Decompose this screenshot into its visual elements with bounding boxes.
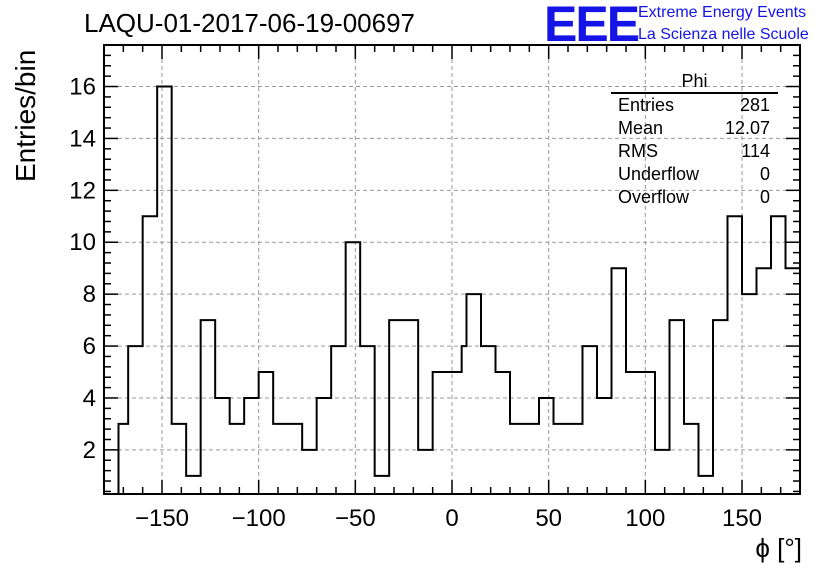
logo-line-2: La Scienza nelle Scuole	[638, 26, 809, 43]
histogram-bin	[143, 216, 158, 494]
x-tick-label: 0	[445, 505, 458, 532]
y-tick-label: 10	[69, 229, 96, 256]
histogram-bin	[655, 450, 670, 494]
histogram-bin	[742, 294, 757, 494]
histogram-bin	[128, 346, 143, 494]
chart-title: LAQU-01-2017-06-19-00697	[84, 8, 415, 38]
histogram-bin	[583, 346, 598, 494]
y-tick-label: 14	[69, 125, 96, 152]
x-tick-label: −50	[335, 505, 376, 532]
logo-line-1: Extreme Energy Events	[638, 4, 807, 21]
histogram-bin	[554, 424, 583, 494]
histogram-bin	[728, 216, 743, 494]
stats-label: Overflow	[618, 187, 690, 207]
stats-row-overflow: Overflow 0	[611, 186, 778, 209]
stats-value: 0	[759, 187, 770, 207]
histogram-bin	[215, 398, 230, 494]
histogram-bin	[612, 268, 627, 494]
histogram-bin	[273, 424, 302, 494]
histogram-bin	[172, 424, 187, 494]
histogram-bin	[244, 398, 259, 494]
y-tick-label: 8	[83, 281, 96, 308]
histogram-bin	[757, 268, 772, 494]
histogram-bin	[346, 242, 361, 494]
x-tick-label: 100	[625, 505, 665, 532]
histogram-bin	[259, 372, 274, 494]
histogram-bin	[539, 398, 554, 494]
eee-logo: EEE	[544, 0, 640, 52]
histogram-bin	[786, 268, 801, 494]
histogram-bin	[467, 294, 482, 494]
x-tick-label: −100	[232, 505, 286, 532]
y-tick-label: 2	[83, 437, 96, 464]
y-tick-label: 4	[83, 385, 96, 412]
histogram-bin	[699, 476, 714, 494]
histogram-bin	[201, 320, 216, 494]
stats-value: 0	[759, 164, 770, 184]
y-tick-label: 6	[83, 333, 96, 360]
histogram-bin	[186, 476, 201, 494]
histogram-bin	[317, 398, 332, 494]
stats-row-underflow: Underflow 0	[611, 163, 778, 186]
histogram-bin	[157, 87, 172, 494]
histogram-bin	[302, 450, 317, 494]
histogram-bin	[389, 320, 418, 494]
histogram-bin	[496, 372, 511, 494]
stats-row-rms: RMS 114	[611, 140, 778, 163]
stats-value: 281	[739, 95, 770, 115]
stats-label: RMS	[618, 141, 658, 161]
stats-box: Phi Entries 281 Mean 12.07 RMS 114 Under…	[611, 70, 778, 209]
histogram-bin	[481, 346, 496, 494]
histogram-bin	[626, 372, 655, 494]
stats-label: Underflow	[618, 164, 700, 184]
x-tick-label: −150	[135, 505, 189, 532]
histogram-line	[117, 85, 800, 494]
stats-label: Entries	[618, 95, 675, 115]
stats-label: Mean	[618, 118, 664, 138]
stats-value: 12.07	[724, 118, 770, 138]
histogram-bin	[375, 476, 390, 494]
x-tick-label: 150	[722, 505, 762, 532]
stats-value: 114	[741, 141, 770, 161]
histogram-bin	[670, 320, 685, 494]
histogram-bin	[684, 424, 699, 494]
histogram-bin	[119, 424, 129, 494]
y-tick-label: 12	[69, 177, 96, 204]
stats-title: Phi	[611, 70, 778, 94]
histogram-bin	[230, 424, 245, 494]
stats-row-mean: Mean 12.07	[611, 117, 778, 140]
histogram-bin	[418, 450, 433, 494]
histogram-bin	[713, 320, 728, 494]
histogram-bin	[597, 398, 612, 494]
histogram-bin	[360, 346, 375, 494]
x-tick-label: 50	[535, 505, 562, 532]
histogram-bin	[771, 216, 786, 494]
y-axis-label: Entries/bin	[10, 49, 41, 182]
y-tick-label: 16	[69, 74, 96, 101]
x-axis-label: ϕ [°]	[755, 533, 802, 563]
histogram-bin	[433, 372, 462, 494]
histogram-bin	[462, 346, 467, 494]
histogram-bin	[510, 424, 539, 494]
histogram-bin	[331, 346, 346, 494]
stats-row-entries: Entries 281	[611, 94, 778, 117]
